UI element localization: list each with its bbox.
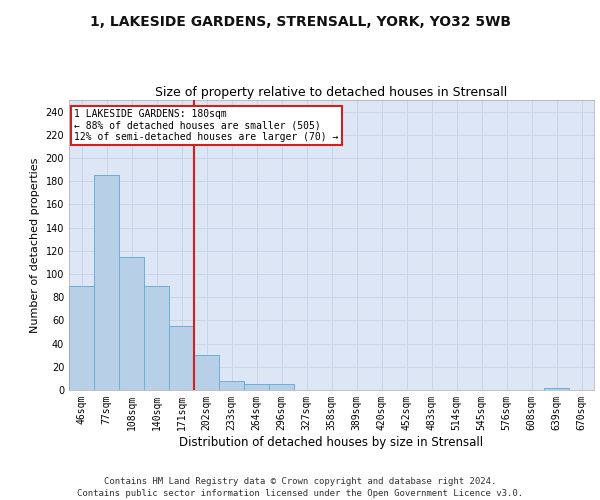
Bar (219, 380, 244, 390)
Bar (144, 286, 169, 390)
Text: 1, LAKESIDE GARDENS, STRENSALL, YORK, YO32 5WB: 1, LAKESIDE GARDENS, STRENSALL, YORK, YO… (89, 15, 511, 29)
Bar (169, 326, 194, 390)
Title: Size of property relative to detached houses in Strensall: Size of property relative to detached ho… (155, 86, 508, 99)
X-axis label: Distribution of detached houses by size in Strensall: Distribution of detached houses by size … (179, 436, 484, 448)
Bar (119, 256, 144, 390)
Bar (244, 384, 269, 390)
Bar (69, 286, 94, 390)
Bar (544, 388, 569, 390)
Y-axis label: Number of detached properties: Number of detached properties (30, 158, 40, 332)
Bar (269, 384, 294, 390)
Text: Contains HM Land Registry data © Crown copyright and database right 2024.
Contai: Contains HM Land Registry data © Crown c… (77, 476, 523, 498)
Bar (94, 176, 119, 390)
Text: 1 LAKESIDE GARDENS: 180sqm
← 88% of detached houses are smaller (505)
12% of sem: 1 LAKESIDE GARDENS: 180sqm ← 88% of deta… (74, 108, 338, 142)
Bar (194, 355, 219, 390)
